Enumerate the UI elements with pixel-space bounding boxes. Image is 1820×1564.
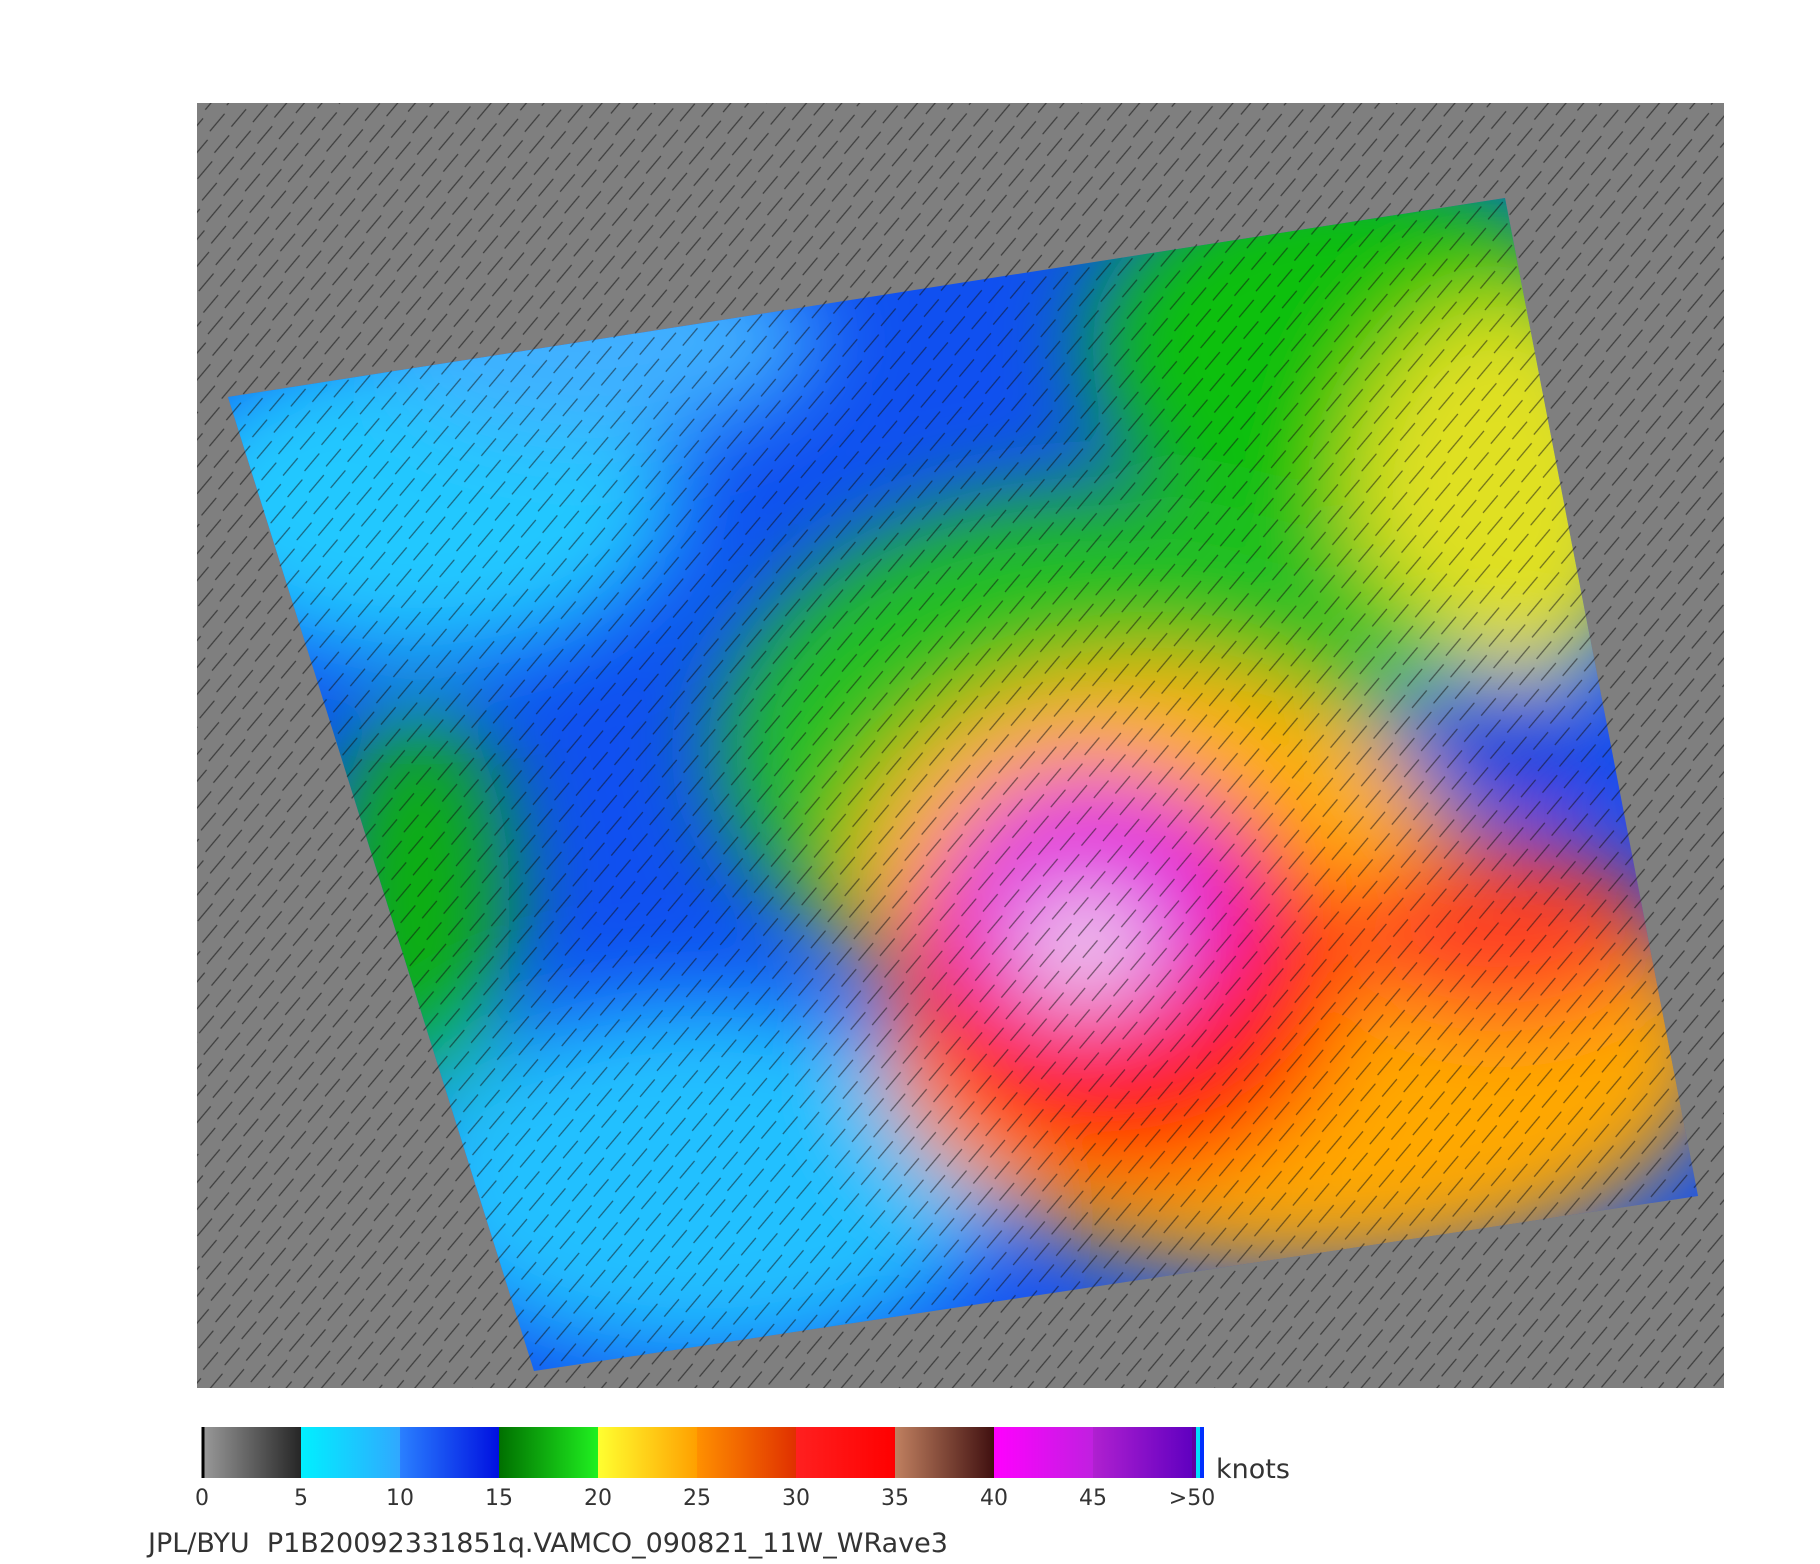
colorbar-overflow: [1192, 1427, 1196, 1478]
colorbar-overflow: [1196, 1427, 1200, 1478]
colorbar-tick-label: 35: [881, 1486, 909, 1511]
colorbar-tick-label: 40: [980, 1486, 1008, 1511]
colorbar-band: [400, 1427, 499, 1478]
colorbar-tick-label: 30: [782, 1486, 810, 1511]
colorbar-overflow: [1200, 1427, 1204, 1478]
colorbar-tick-label: 10: [386, 1486, 414, 1511]
swath-barbs: [228, 198, 1698, 1371]
colorbar-band: [796, 1427, 895, 1478]
colorbar-band: [202, 1427, 301, 1478]
colorbar-tick-label: 20: [584, 1486, 612, 1511]
colorbar-tick-label: 25: [683, 1486, 711, 1511]
colorbar-band: [598, 1427, 697, 1478]
colorbar-band: [301, 1427, 400, 1478]
colorbar-band: [697, 1427, 796, 1478]
colorbar-band: [1093, 1427, 1192, 1478]
colorbar-tick-label: 45: [1079, 1486, 1107, 1511]
colorbar-unit: knots: [1216, 1454, 1290, 1485]
colorbar: [201, 1427, 1204, 1478]
colorbar-band: [895, 1427, 994, 1478]
colorbar-tick-label: >50: [1169, 1486, 1215, 1511]
colorbar-tick-label: 0: [195, 1486, 209, 1511]
colorbar-tick-label: 15: [485, 1486, 513, 1511]
colorbar-tick-label: 5: [294, 1486, 308, 1511]
colorbar-band: [499, 1427, 598, 1478]
colorbar-band: [994, 1427, 1093, 1478]
footer-caption: JPL/BYU P1B20092331851q.VAMCO_090821_11W…: [146, 1528, 948, 1559]
